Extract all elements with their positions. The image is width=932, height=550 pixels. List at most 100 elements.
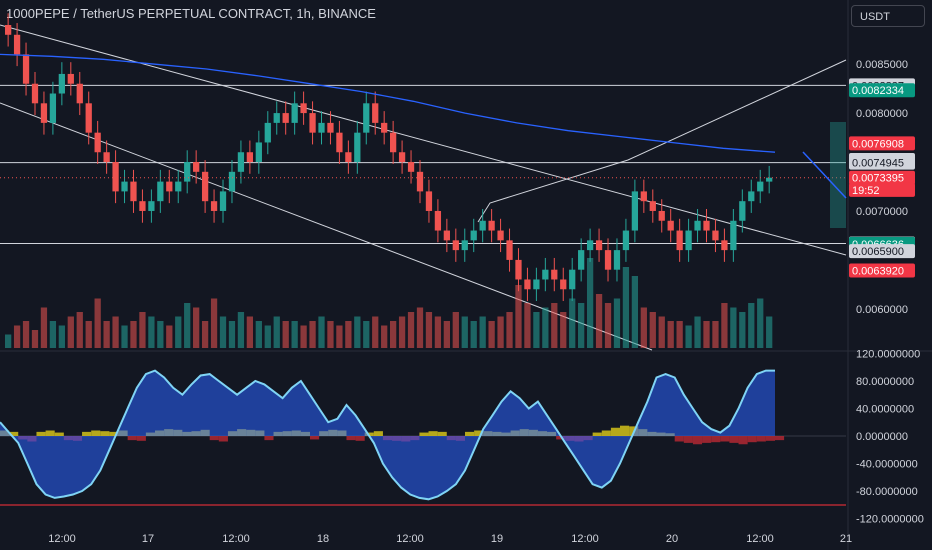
volume-bar [201,321,209,348]
candle-body [542,269,549,280]
money-flow-bar [355,436,365,441]
volume-bar [112,316,119,348]
candle-body [309,113,316,133]
volume-bar [246,316,254,348]
volume-bar [569,298,576,348]
money-flow-bar [674,436,684,442]
volume-bar [264,325,271,348]
moving-average-line [0,53,776,153]
money-flow-bar [428,431,438,436]
candle-body [461,240,468,251]
projection-arrow [802,151,847,199]
price-tag-label: 19:52 [852,185,880,197]
volume-bar [658,316,665,348]
money-flow-bar [136,436,146,441]
candle-body [363,103,370,133]
price-tick-label: 0.0085000 [856,59,908,71]
candle-body [604,250,612,270]
trend-line-upper [0,24,847,256]
price-tag-box [849,244,915,259]
volume-bar [31,330,39,348]
volume-bar [551,303,558,348]
wave-area [0,370,775,500]
price-tag-box [849,263,915,278]
money-flow-bar [209,436,219,441]
volume-bar [148,316,155,348]
candle-body [354,132,361,163]
candle-body [622,230,630,251]
volume-bar [85,321,92,348]
money-flow-bar [109,431,119,436]
price-tag-box [849,136,915,151]
volume-bar [175,316,182,348]
volume-bar [130,321,137,348]
price-tag-label: 0.0074945 [852,158,904,170]
money-flow-bar [711,436,721,443]
price-tag-label: 0.0063920 [852,265,904,277]
candle-body [452,240,459,251]
volume-bar [631,276,639,348]
currency-button[interactable]: USDT [851,5,925,27]
volume-bar [273,316,280,348]
volume-bar [703,321,710,348]
volume-bar [730,307,737,348]
volume-bar [524,303,531,348]
money-flow-bar [419,432,429,436]
volume-bar [237,312,245,348]
candle-body [210,201,218,211]
candle-body [658,210,665,221]
candle-body [390,132,397,153]
candle-body [479,220,486,231]
oscillator-tick-label: -80.0000000 [856,486,918,498]
candle-body [318,122,325,133]
candle-body [94,132,101,153]
volume-bar [712,321,719,348]
money-flow-bar [474,430,484,436]
candle-body [157,181,164,202]
volume-bar [398,316,406,348]
money-flow-bar [601,430,611,436]
money-flow-bar [9,431,19,436]
volume-bar [497,316,504,348]
volume-bar [76,312,83,348]
money-flow-bar [765,436,775,441]
candle-body [85,103,92,133]
candle-body [246,152,254,163]
time-tick-label: 12:00 [48,533,76,545]
volume-bar [407,312,415,348]
volume-bar [613,298,621,348]
money-flow-bar [610,427,620,436]
oscillator-tick-label: 120.0000000 [856,348,920,360]
volume-bar [721,303,728,348]
price-tag-label: 0.0076908 [852,138,904,150]
candle-body [766,177,773,182]
volume-bar [228,321,236,348]
volume-bar [560,312,567,348]
volume-bar [58,325,65,348]
oscillator-tick-label: -120.0000000 [856,514,924,526]
money-flow-bar [702,436,712,443]
candle-body [201,171,209,202]
volume-bar [309,321,316,348]
volume-bar [22,321,30,348]
candle-body [5,25,12,35]
candle-body [282,113,289,123]
money-flow-bar [592,432,602,436]
candle-body [255,142,262,163]
candle-body [676,230,683,251]
candle-body [578,250,585,270]
candle-body [506,240,513,260]
candle-body [586,240,594,251]
money-flow-bar [729,436,739,443]
candle-body [694,220,701,231]
volume-bar [318,316,325,348]
price-tick-label: 0.0080000 [856,108,908,120]
volume-bar [94,298,101,348]
projection-box [830,122,846,228]
price-tag-box [849,182,915,197]
volume-bar [748,303,755,348]
time-tick-label: 12:00 [746,533,774,545]
volume-bar [766,316,773,348]
time-tick-label: 12:00 [396,533,424,545]
